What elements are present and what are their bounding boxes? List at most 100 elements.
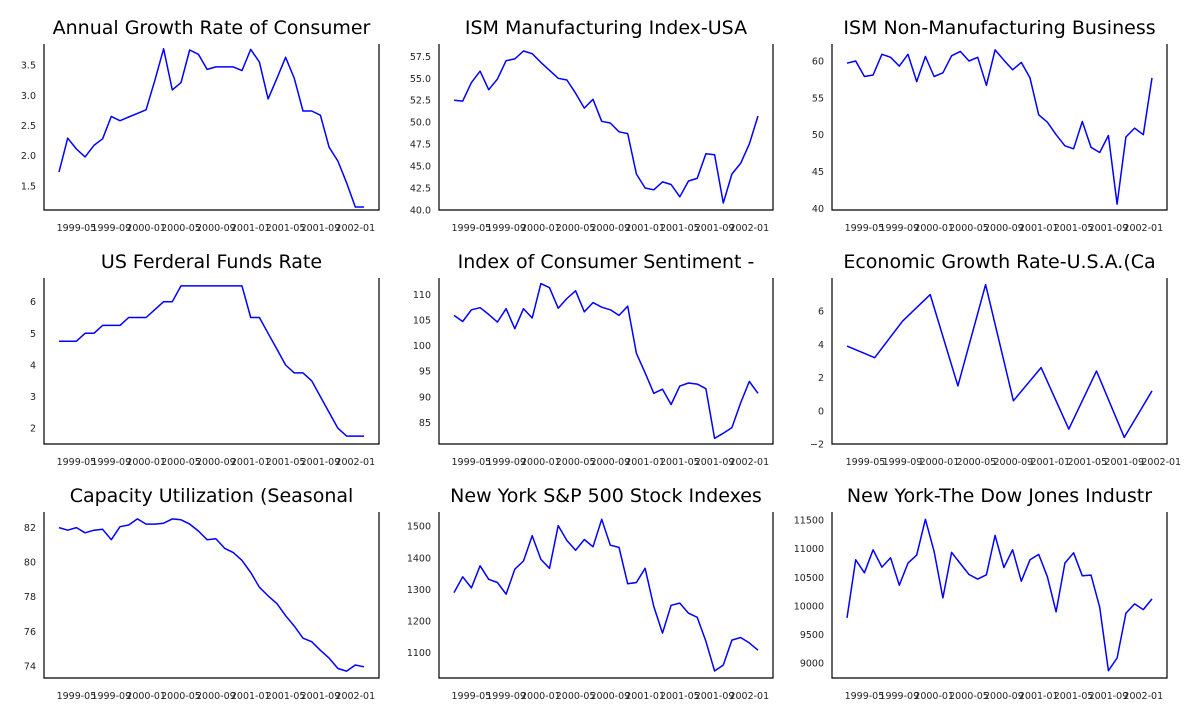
chart-4: US Ferderal Funds Rate 2 3 4 5 6 1999-051999-0… — [30, 251, 380, 468]
x-tick-label: 1999-05 — [57, 223, 97, 234]
x-tick-label: 2001-09 — [301, 223, 341, 234]
x-tick-label: 2002-01 — [729, 457, 769, 468]
x-tick-label: 2000-01 — [521, 223, 561, 234]
x-tick-label: 2000-01 — [920, 457, 960, 468]
x-tick-label: 2000-09 — [590, 457, 630, 468]
y-tick-label: 10000 — [794, 601, 824, 612]
y-tick-label: 78 — [24, 592, 36, 603]
x-tick-label: 2002-01 — [335, 457, 375, 468]
chart-title: New York-The Dow Jones Industr — [847, 485, 1152, 507]
y-tick-label: 47.5 — [410, 140, 431, 151]
x-tick-label: 2000-01 — [126, 457, 166, 468]
x-tick-label: 2001-05 — [660, 223, 700, 234]
axes-spines — [831, 512, 1168, 679]
chart-3: ISM Non-Manufacturing Business 40 45 50 55 60… — [812, 17, 1168, 234]
chart-title: US Ferderal Funds Rate — [101, 251, 322, 273]
chart-title: ISM Manufacturing Index-USA — [465, 17, 747, 39]
x-tick-label: 1999-05 — [452, 457, 492, 468]
x-tick-label: 1999-09 — [486, 457, 526, 468]
y-tick-label: 1300 — [407, 585, 431, 596]
x-tick-label: 1999-05 — [845, 223, 885, 234]
x-tick-label: 2000-05 — [949, 223, 989, 234]
y-tick-label: 1500 — [407, 522, 431, 533]
y-tick-label: 1400 — [407, 553, 431, 564]
axes-spines — [438, 512, 774, 679]
x-tick-label: 2001-01 — [625, 691, 665, 702]
x-tick-label: 2000-09 — [590, 691, 630, 702]
x-tick-label: 2001-05 — [660, 691, 700, 702]
y-tick-label: 3 — [30, 392, 36, 403]
chart-title: ISM Non-Manufacturing Business — [843, 17, 1155, 39]
y-tick-label: 4 — [818, 340, 824, 351]
x-tick-label: 2001-01 — [231, 691, 271, 702]
y-tick-label: 40 — [812, 204, 824, 215]
series-line — [846, 283, 1153, 439]
x-tick-label: 2001-01 — [231, 457, 271, 468]
y-tick-label: 45.0 — [410, 162, 431, 173]
x-tick-label: 2000-01 — [126, 223, 166, 234]
y-tick-label: 3.0 — [21, 91, 36, 102]
axes-spines — [43, 278, 380, 445]
chart-6: Economic Growth Rate-U.S.A.(Ca −2 0 2 4 6 1999… — [810, 251, 1181, 468]
series-line — [453, 50, 759, 204]
y-tick-label: 52.5 — [410, 96, 431, 107]
series-line — [58, 48, 364, 208]
y-tick-label: 1200 — [407, 617, 431, 628]
x-tick-label: 2000-09 — [994, 457, 1034, 468]
x-tick-label: 2000-05 — [161, 457, 201, 468]
y-tick-label: 40.0 — [410, 206, 431, 217]
x-tick-label: 2001-05 — [660, 457, 700, 468]
x-tick-label: 1999-09 — [91, 223, 131, 234]
x-tick-label: 2001-09 — [1104, 457, 1144, 468]
y-tick-label: 76 — [24, 627, 36, 638]
x-tick-label: 1999-05 — [57, 691, 97, 702]
x-tick-label: 2000-01 — [521, 457, 561, 468]
x-tick-label: 2001-01 — [1019, 223, 1059, 234]
y-tick-label: 85 — [419, 418, 431, 429]
x-tick-label: 2000-09 — [590, 223, 630, 234]
chart-1: Annual Growth Rate of Consumer 1.5 2.0 2.5 3… — [21, 17, 380, 234]
axes-spines — [43, 512, 380, 679]
x-tick-label: 1999-09 — [879, 223, 919, 234]
x-tick-label: 2001-09 — [695, 457, 735, 468]
x-tick-label: 2002-01 — [1123, 691, 1163, 702]
x-tick-label: 2000-01 — [126, 691, 166, 702]
axes-spines — [43, 44, 380, 211]
x-tick-label: 2000-05 — [556, 457, 596, 468]
y-tick-label: 11000 — [794, 544, 824, 555]
y-tick-label: 50 — [812, 130, 824, 141]
x-tick-label: 2001-01 — [231, 223, 271, 234]
x-tick-label: 2000-09 — [196, 691, 236, 702]
x-tick-label: 2001-01 — [625, 223, 665, 234]
chart-title: Annual Growth Rate of Consumer — [53, 17, 371, 39]
x-tick-label: 1999-09 — [91, 457, 131, 468]
chart-8: New York S&P 500 Stock Indexes 1100 1200 13… — [407, 485, 774, 702]
y-tick-label: 9000 — [800, 659, 824, 670]
x-tick-label: 1999-05 — [845, 691, 885, 702]
y-tick-label: 2 — [818, 373, 824, 384]
x-tick-label: 2001-01 — [625, 457, 665, 468]
axes-spines — [438, 44, 774, 211]
y-tick-label: 80 — [24, 558, 36, 569]
x-tick-label: 2001-05 — [266, 223, 306, 234]
x-tick-label: 2002-01 — [729, 691, 769, 702]
x-tick-label: 2000-05 — [161, 223, 201, 234]
y-tick-label: 1.5 — [21, 181, 36, 192]
x-tick-label: 2001-09 — [301, 691, 341, 702]
x-tick-label: 2000-05 — [161, 691, 201, 702]
x-tick-label: 2000-09 — [196, 223, 236, 234]
x-tick-label: 2000-05 — [957, 457, 997, 468]
x-tick-label: 2000-01 — [914, 223, 954, 234]
x-tick-label: 1999-09 — [486, 691, 526, 702]
y-tick-label: 4 — [30, 360, 36, 371]
x-tick-label: 1999-05 — [846, 457, 886, 468]
x-tick-label: 2002-01 — [1123, 223, 1163, 234]
x-tick-label: 2000-09 — [984, 223, 1024, 234]
y-tick-label: 55.0 — [410, 74, 431, 85]
x-tick-label: 2000-01 — [914, 691, 954, 702]
chart-title: New York S&P 500 Stock Indexes — [450, 485, 762, 507]
y-tick-label: 2.5 — [21, 121, 36, 132]
y-tick-label: −2 — [810, 440, 824, 451]
y-tick-label: 2.0 — [21, 151, 36, 162]
